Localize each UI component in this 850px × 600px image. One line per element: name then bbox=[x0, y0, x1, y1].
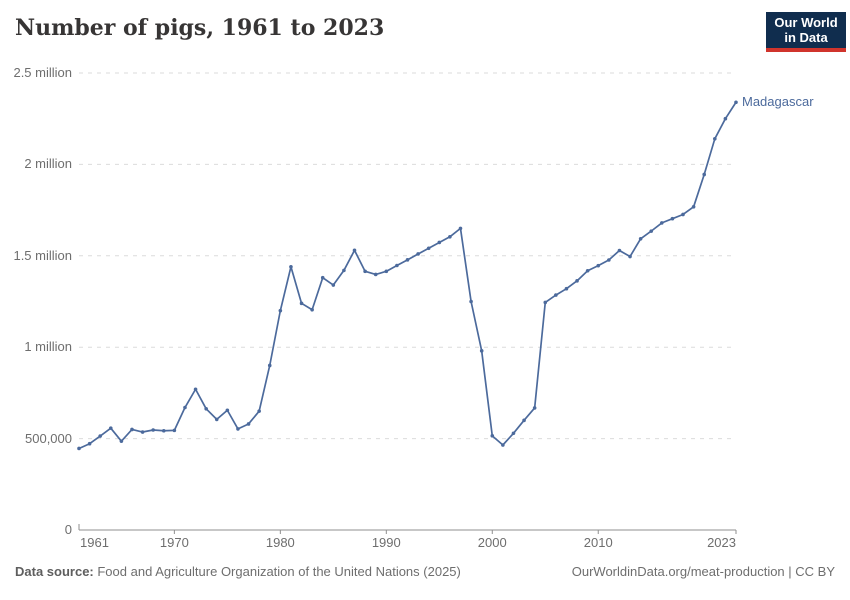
data-point bbox=[257, 409, 261, 413]
data-point bbox=[490, 434, 495, 438]
data-point bbox=[108, 426, 113, 430]
x-axis-label: 1980 bbox=[265, 535, 295, 550]
data-point bbox=[183, 405, 187, 410]
owid-logo[interactable]: Our World in Data bbox=[766, 12, 846, 53]
data-point bbox=[140, 430, 145, 434]
data-point bbox=[564, 286, 569, 291]
data-source-text: Food and Agriculture Organization of the… bbox=[93, 564, 461, 579]
data-point bbox=[204, 407, 208, 411]
data-point bbox=[479, 349, 484, 353]
data-source-label: Data source: bbox=[15, 564, 94, 579]
data-point bbox=[77, 446, 81, 451]
x-axis-label: 2023 bbox=[707, 535, 736, 550]
data-point bbox=[649, 229, 654, 233]
data-point bbox=[151, 428, 155, 432]
data-point bbox=[267, 363, 272, 368]
data-point bbox=[119, 439, 124, 443]
data-point bbox=[702, 172, 707, 177]
data-point bbox=[681, 212, 685, 217]
data-point bbox=[278, 308, 283, 313]
data-source-note: Data source: Food and Agriculture Organi… bbox=[15, 564, 461, 579]
data-point bbox=[596, 263, 601, 268]
data-point bbox=[607, 258, 611, 262]
data-point bbox=[320, 275, 325, 280]
data-point bbox=[395, 263, 399, 268]
data-point bbox=[437, 240, 442, 245]
data-point bbox=[501, 443, 505, 447]
x-axis-label: 1990 bbox=[371, 535, 401, 550]
y-axis-label: 0 bbox=[64, 522, 72, 537]
data-point bbox=[373, 272, 378, 277]
data-point bbox=[670, 216, 675, 221]
data-point bbox=[310, 307, 314, 312]
data-point bbox=[469, 299, 473, 304]
data-point bbox=[416, 252, 420, 256]
data-point bbox=[511, 431, 516, 436]
chart-footer: Data source: Food and Agriculture Organi… bbox=[15, 564, 835, 579]
data-point bbox=[246, 422, 251, 426]
data-point bbox=[532, 406, 537, 410]
data-point bbox=[289, 264, 293, 269]
chart-title: Number of pigs, 1961 to 2023 bbox=[15, 15, 385, 41]
data-point bbox=[585, 268, 590, 273]
x-axis-label: 1961 bbox=[80, 535, 109, 550]
data-point bbox=[660, 221, 664, 225]
data-point bbox=[161, 428, 166, 433]
data-point bbox=[98, 434, 102, 438]
data-point bbox=[448, 234, 452, 239]
data-point bbox=[723, 116, 728, 121]
data-point bbox=[130, 427, 134, 432]
data-point bbox=[522, 418, 526, 423]
data-point bbox=[384, 269, 389, 274]
y-axis-label: 500,000 bbox=[25, 430, 72, 446]
data-point bbox=[405, 258, 410, 262]
data-point bbox=[458, 226, 463, 231]
y-axis-label: 2 million bbox=[24, 156, 72, 172]
x-axis-label: 1970 bbox=[159, 535, 189, 550]
data-point bbox=[691, 205, 696, 209]
data-point bbox=[734, 100, 738, 105]
data-point bbox=[331, 283, 336, 287]
owid-logo-line2: in Data bbox=[784, 29, 828, 45]
data-point bbox=[214, 417, 219, 422]
data-point bbox=[426, 246, 431, 251]
footer-link[interactable]: OurWorldinData.org/meat-production | CC … bbox=[571, 564, 835, 579]
series-label-madagascar[interactable]: Madagascar bbox=[742, 94, 814, 110]
madagascar-line bbox=[78, 101, 737, 450]
y-axis-label: 2.5 million bbox=[13, 65, 72, 80]
data-point bbox=[225, 408, 230, 413]
data-point bbox=[543, 300, 548, 305]
data-point bbox=[617, 248, 622, 253]
data-point bbox=[628, 254, 632, 259]
data-point bbox=[342, 268, 346, 273]
x-axis-label: 2010 bbox=[583, 535, 613, 550]
y-axis-label: 1.5 million bbox=[13, 247, 72, 263]
data-point bbox=[363, 269, 367, 274]
data-point bbox=[554, 293, 558, 297]
y-axis-label: 1 million bbox=[24, 339, 72, 355]
data-point bbox=[193, 387, 198, 392]
data-point bbox=[638, 236, 643, 241]
data-point bbox=[299, 301, 304, 306]
data-point bbox=[172, 428, 177, 433]
data-point bbox=[352, 248, 357, 253]
data-point bbox=[87, 441, 92, 446]
data-point bbox=[575, 279, 579, 283]
data-point bbox=[713, 137, 717, 141]
owid-logo-line1: Our World bbox=[774, 15, 838, 30]
x-axis-label: 2000 bbox=[477, 535, 507, 550]
data-point bbox=[236, 427, 240, 431]
